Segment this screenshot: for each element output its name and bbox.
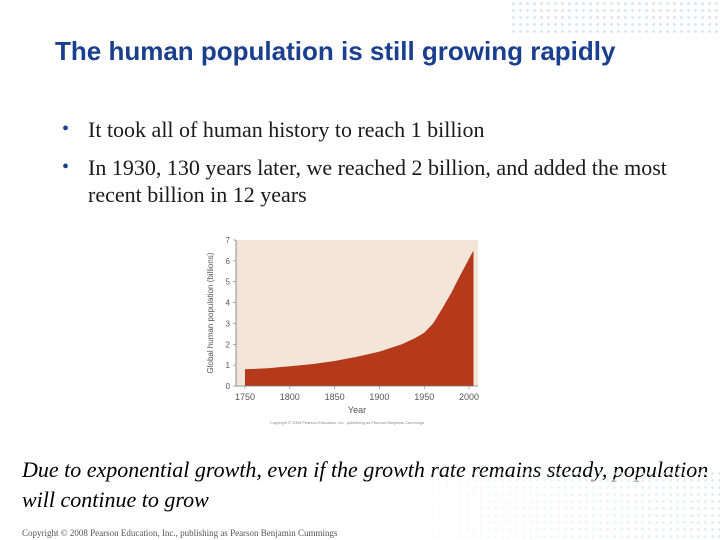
population-area [244, 250, 474, 386]
bullet-item: • It took all of human history to reach … [62, 116, 682, 143]
x-tick-label: 2000 [459, 392, 479, 402]
bullet-icon: • [62, 156, 70, 178]
x-tick-label: 1750 [235, 392, 255, 402]
y-tick-label: 3 [226, 319, 231, 328]
decorative-dots-top [510, 0, 720, 36]
y-tick-label: 7 [226, 236, 231, 245]
y-tick-label: 4 [226, 299, 231, 308]
y-tick-label: 1 [226, 361, 231, 370]
bullet-icon: • [62, 118, 70, 140]
x-tick-label: 1900 [369, 392, 389, 402]
y-tick-label: 0 [226, 382, 231, 391]
slide-title: The human population is still growing ra… [55, 36, 616, 66]
x-tick-label: 1800 [280, 392, 300, 402]
bullet-list: • It took all of human history to reach … [62, 116, 682, 219]
y-tick-label: 2 [226, 340, 231, 349]
y-tick-label: 6 [226, 257, 231, 266]
bullet-item: • In 1930, 130 years later, we reached 2… [62, 154, 682, 208]
chart-copyright: Copyright © 2008 Pearson Education, Inc.… [270, 420, 424, 425]
y-axis-label: Global human population (billions) [206, 252, 215, 373]
slide-caption: Due to exponential growth, even if the g… [22, 457, 709, 512]
population-chart: 0 1 2 3 4 5 6 7 1750 1800 1850 1900 1950 2000 Year Glob… [200, 232, 490, 432]
population-chart-svg: 0 1 2 3 4 5 6 7 1750 1800 1850 1900 1950 2000 Year Glob… [206, 236, 479, 425]
x-axis-label: Year [348, 405, 366, 415]
bullet-text: It took all of human history to reach 1 … [88, 117, 485, 142]
x-tick-label: 1950 [414, 392, 434, 402]
y-tick-label: 5 [226, 278, 231, 287]
x-tick-label: 1850 [325, 392, 345, 402]
bullet-text: In 1930, 130 years later, we reached 2 b… [88, 155, 667, 207]
decorative-dots-bottom [380, 470, 720, 540]
copyright-footer: Copyright © 2008 Pearson Education, Inc.… [22, 528, 338, 538]
